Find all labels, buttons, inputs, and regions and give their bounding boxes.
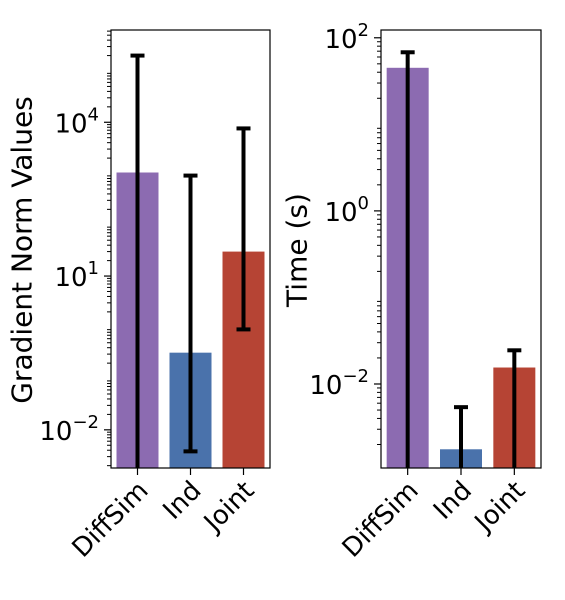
error-bar-joint (507, 348, 522, 468)
y-tick-label: 101 (54, 258, 99, 293)
x-tick-label: DiffSim (67, 476, 155, 564)
error-bar-diffsim (130, 53, 145, 468)
y-axis-label: Gradient Norm Values (6, 96, 39, 404)
error-bar-diffsim (400, 50, 415, 468)
x-tick-label: DiffSim (337, 476, 425, 564)
error-bar-ind (183, 173, 198, 454)
x-tick-label: Joint (197, 476, 260, 539)
error-bar-ind (454, 405, 468, 468)
error-bar-joint (236, 126, 251, 332)
y-tick-label: 100 (324, 193, 369, 228)
x-tick-label: Joint (468, 476, 531, 539)
y-axis-label: Time (s) (281, 193, 314, 308)
y-tick-label: 10−2 (39, 412, 99, 447)
y-tick-label: 10−2 (309, 366, 369, 401)
y-tick-label: 104 (54, 104, 99, 139)
y-tick-label: 102 (324, 20, 369, 55)
y-minor-ticks (107, 30, 111, 467)
y-minor-ticks (377, 41, 381, 445)
